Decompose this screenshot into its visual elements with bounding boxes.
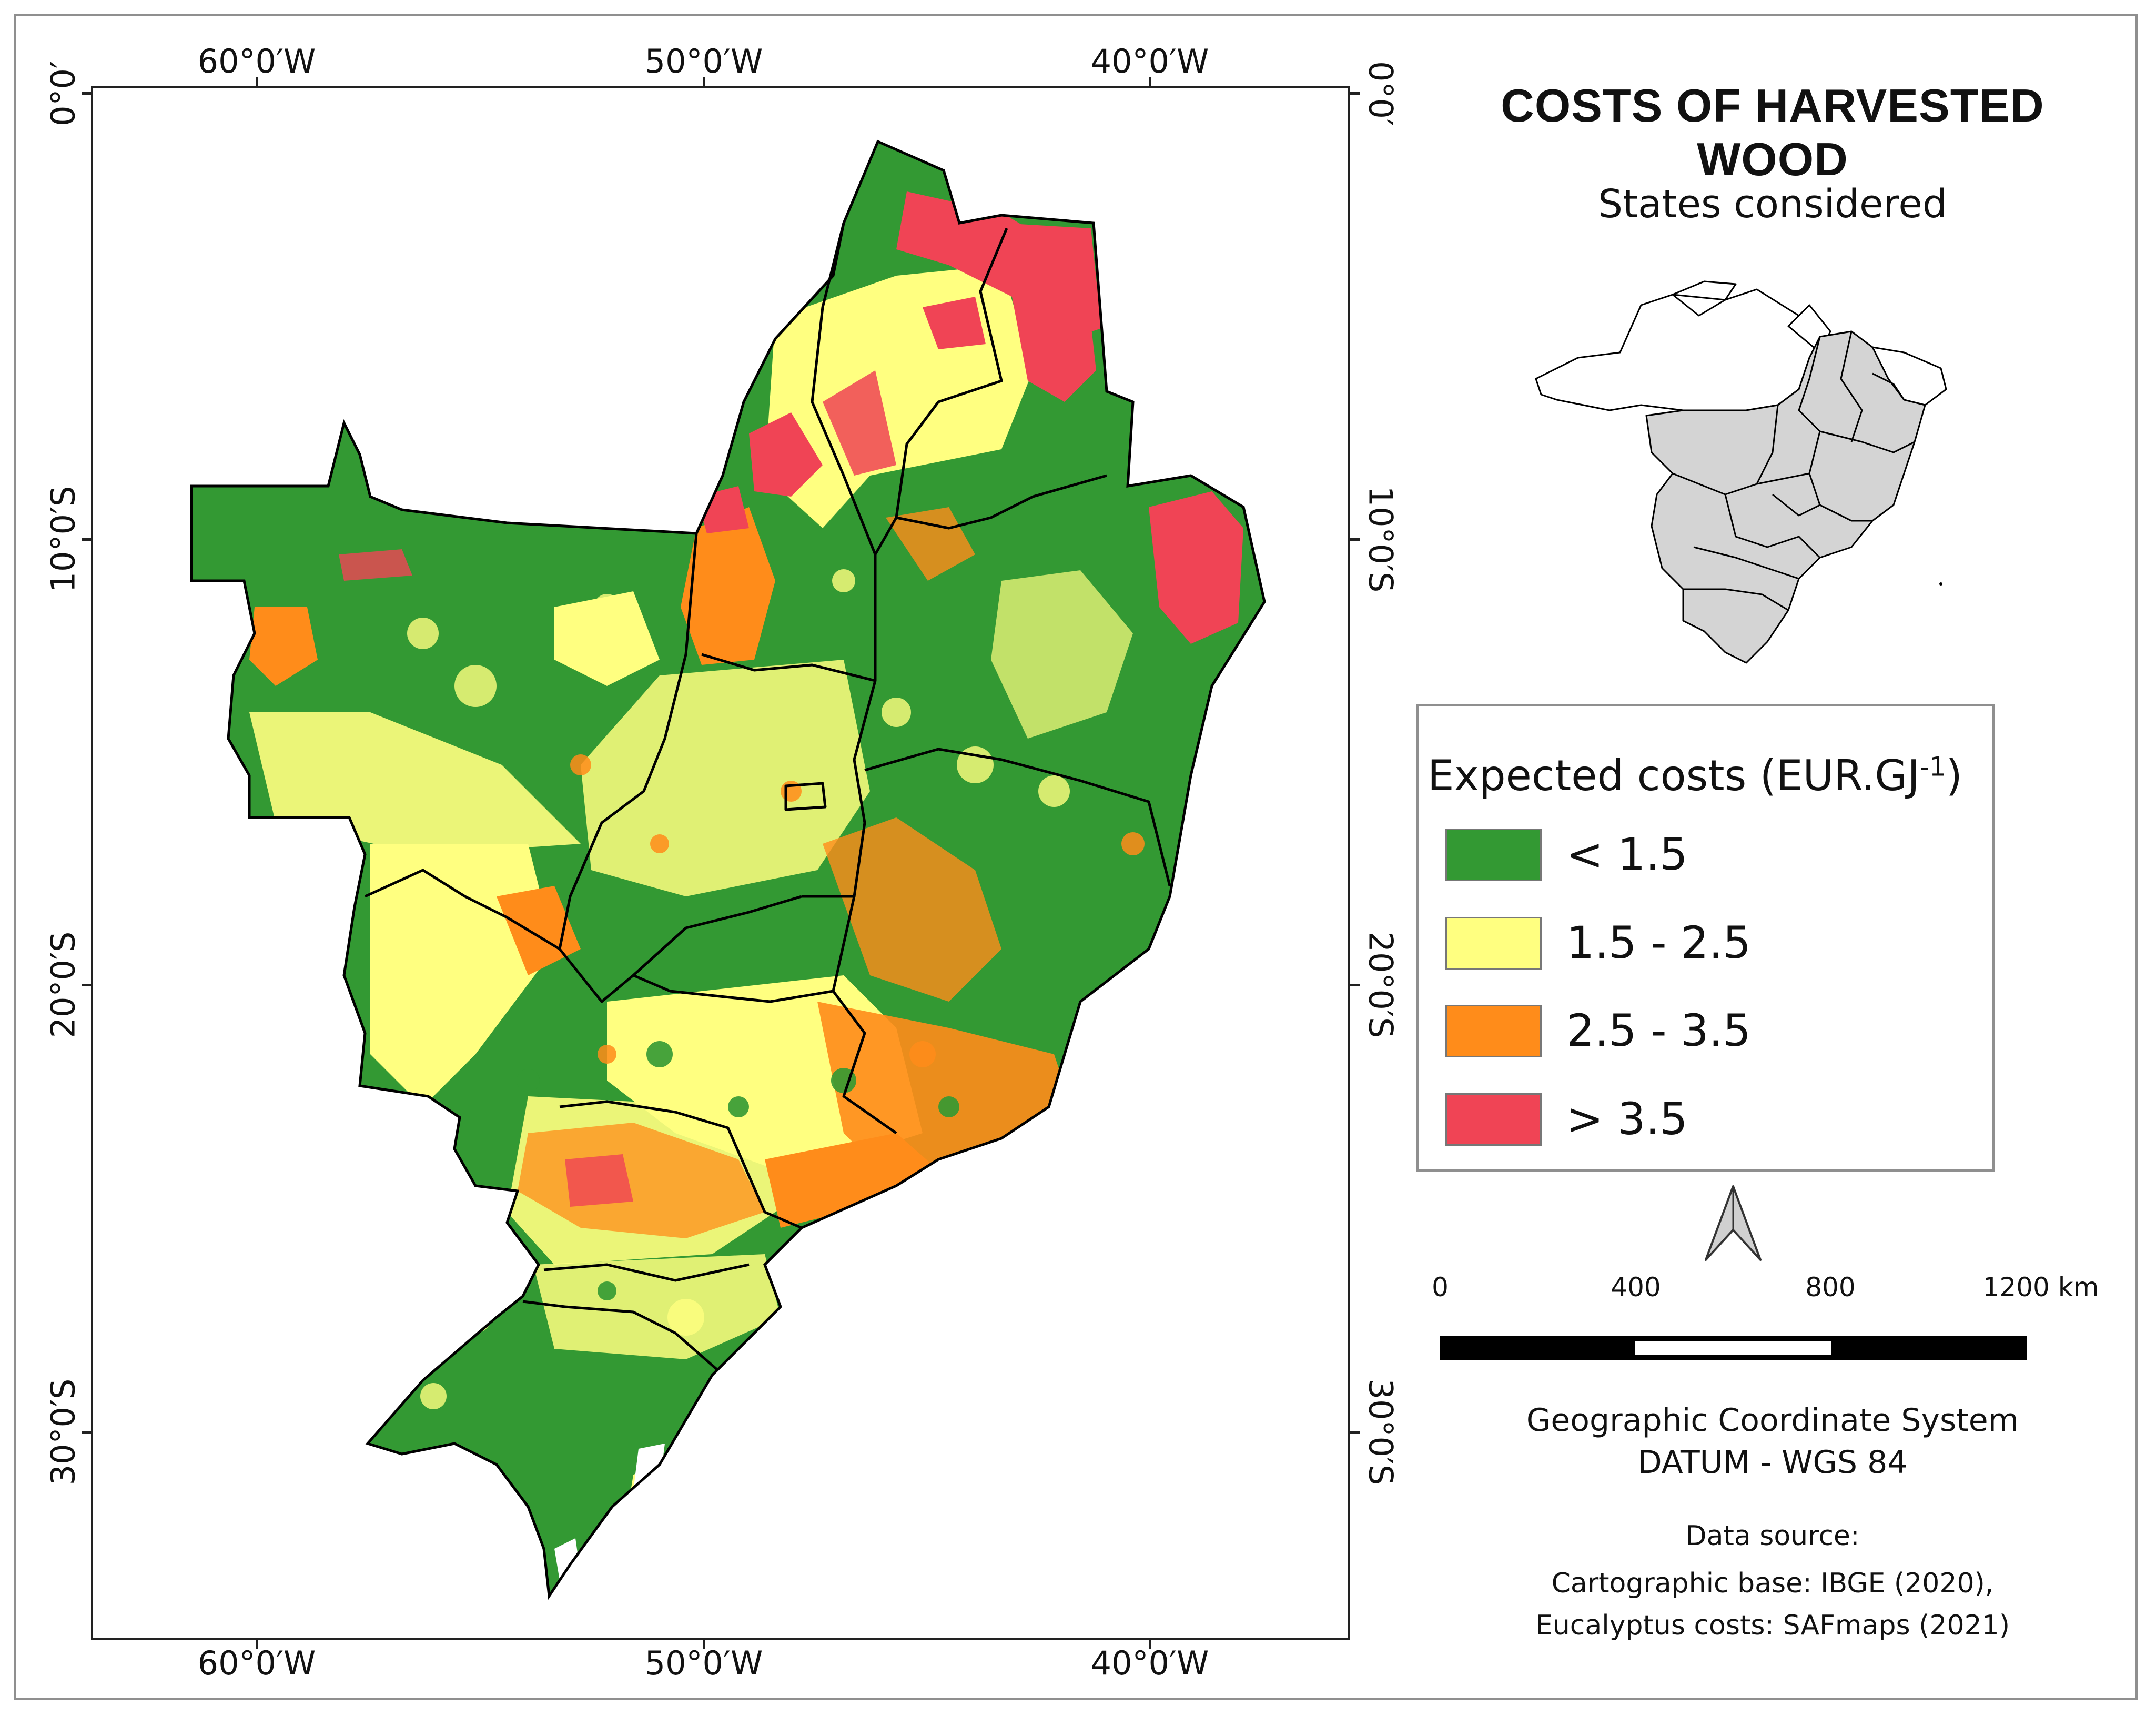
lat-label-right-30s: 30°0′S: [1361, 1378, 1400, 1486]
lat-label-left-0: 0°0′: [44, 61, 83, 126]
tick-left-30s: [82, 1431, 91, 1434]
lon-label-top-50w: 50°0′W: [644, 42, 763, 80]
map-frame[interactable]: [91, 86, 1350, 1640]
scale-label-0: 0: [1432, 1272, 1449, 1303]
legend-swatch-3: [1445, 1005, 1542, 1057]
legend-swatch-4: [1445, 1093, 1542, 1146]
scale-bar: [1440, 1336, 2027, 1360]
lat-label-right-10s: 10°0′S: [1361, 486, 1400, 593]
tick-right-30s: [1350, 1431, 1360, 1434]
lat-label-left-20s: 20°0′S: [44, 931, 83, 1038]
tick-right-0: [1350, 92, 1360, 95]
lat-label-right-20s: 20°0′S: [1361, 931, 1400, 1038]
legend-title: Expected costs (EUR.GJ-1): [1428, 751, 1962, 800]
lon-label-top-60w: 60°0′W: [197, 42, 316, 80]
inset-brazil-map: [1535, 280, 1947, 664]
legend-label-3: 2.5 - 3.5: [1566, 1005, 1751, 1056]
lat-label-left-30s: 30°0′S: [44, 1378, 83, 1486]
tick-bottom-50w: [703, 1640, 705, 1649]
tick-top-40w: [1149, 77, 1151, 86]
tick-left-10s: [82, 538, 91, 541]
tick-right-20s: [1350, 984, 1360, 986]
cost-map: [93, 88, 1348, 1638]
lat-label-left-10s: 10°0′S: [44, 486, 83, 593]
north-arrow-icon: [1705, 1185, 1762, 1261]
lon-label-bottom-60w: 60°0′W: [197, 1644, 316, 1682]
legend-label-4: > 3.5: [1566, 1093, 1688, 1145]
lon-label-top-40w: 40°0′W: [1090, 42, 1209, 80]
source-heading: Data source:: [1685, 1520, 1860, 1552]
lat-label-right-0: 0°0′: [1361, 61, 1400, 126]
legend: Expected costs (EUR.GJ-1) < 1.5 1.5 - 2.…: [1416, 704, 1995, 1172]
lon-label-bottom-40w: 40°0′W: [1090, 1644, 1209, 1682]
legend-label-2: 1.5 - 2.5: [1566, 917, 1751, 968]
tick-top-50w: [703, 77, 705, 86]
scale-label-400: 400: [1611, 1272, 1661, 1303]
tick-top-60w: [256, 77, 258, 86]
legend-swatch-2: [1445, 917, 1542, 970]
outer-frame: [14, 14, 2138, 1700]
crs-line-2: DATUM - WGS 84: [1637, 1444, 1908, 1481]
inset-north-states: [1535, 288, 1821, 411]
inset-selected-states: [1645, 330, 1926, 664]
scale-label-1200: 1200 km: [1982, 1272, 2099, 1303]
tick-right-10s: [1350, 538, 1360, 541]
scale-label-800: 800: [1805, 1272, 1856, 1303]
tick-bottom-40w: [1149, 1640, 1151, 1649]
legend-swatch-1: [1445, 829, 1542, 881]
tick-left-20s: [82, 984, 91, 986]
tick-bottom-60w: [256, 1640, 258, 1649]
tick-left-0: [82, 92, 91, 95]
source-line-1: Cartographic base: IBGE (2020),: [1551, 1568, 1994, 1599]
map-title: COSTS OF HARVESTED WOOD: [1501, 79, 2044, 185]
inset-title: States considered: [1598, 181, 1947, 227]
source-line-2: Eucalyptus costs: SAFmaps (2021): [1535, 1610, 2010, 1641]
lon-label-bottom-50w: 50°0′W: [644, 1644, 763, 1682]
crs-line-1: Geographic Coordinate System: [1526, 1402, 2019, 1439]
legend-label-1: < 1.5: [1566, 829, 1688, 880]
